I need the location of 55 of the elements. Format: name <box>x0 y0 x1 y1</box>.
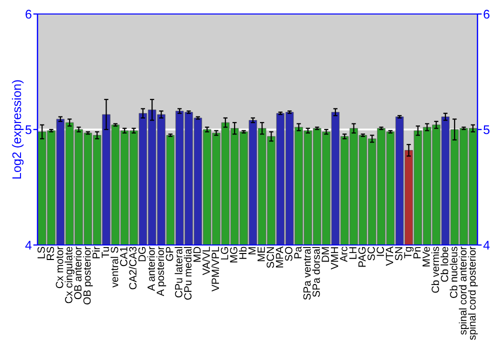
x-tick-label: CA2/CA3 <box>128 246 137 290</box>
x-tick-label: VMH <box>330 247 338 270</box>
x-tick-label: Hb <box>238 246 247 259</box>
x-tick-label: VA/VL <box>202 246 210 276</box>
x-tick-label: SO <box>285 246 292 261</box>
x-tick-label: Tg <box>404 247 414 258</box>
y2-tick-label: 4 <box>483 240 490 250</box>
x-tick-label: OB posterior <box>83 246 93 304</box>
y2-tick-label: 6 <box>484 10 490 19</box>
y-tick-label: 5 <box>25 125 32 134</box>
x-tick-label: VPM/VPL <box>211 246 220 292</box>
x-tick-label: A posterior <box>156 246 166 296</box>
x-tick-label: SPa ventral <box>303 247 311 300</box>
x-tick-label: DM <box>322 247 329 262</box>
x-tick-label: A anterior <box>147 246 155 291</box>
x-tick-label: MVe <box>422 246 430 266</box>
x-tick-label: Cb vermis <box>431 246 440 293</box>
x-tick-label: IC <box>376 246 384 256</box>
x-tick-label: spinal cord anterior <box>458 246 469 335</box>
x-tick-label: CPu lateral <box>174 247 182 298</box>
x-tick-label: VTA <box>386 246 394 266</box>
x-tick-label: OB anterior <box>74 246 82 300</box>
x-tick-label: GP <box>166 246 174 261</box>
x-tick-label: SPa dorsal <box>312 247 320 297</box>
x-tick-label: ME <box>258 246 265 262</box>
y2-tick-label: 5 <box>484 125 490 134</box>
x-tick-label: LG <box>220 247 228 260</box>
x-tick-label: SN <box>395 247 402 260</box>
x-tick-label: RS <box>46 246 54 260</box>
y-tick-label: 6 <box>26 10 32 19</box>
x-tick-label: MD <box>193 246 201 262</box>
x-tick-label: M <box>248 247 256 254</box>
x-tick-label: PAG <box>358 247 366 267</box>
x-tick-label: Cx motor <box>56 246 64 288</box>
x-tick-label: MG <box>230 247 238 262</box>
x-tick-label: LS <box>38 246 45 258</box>
x-tick-label: Arc <box>340 246 348 262</box>
x-tick-label: Cb nucleus <box>450 246 458 298</box>
x-tick-label: ventral S <box>110 246 118 288</box>
x-tick-label: Pn <box>413 247 421 258</box>
x-tick-label: Pir <box>92 246 100 258</box>
x-tick-label: Tu <box>102 247 110 258</box>
y-tick-label: 4 <box>25 240 32 250</box>
x-tick-label: LH <box>349 247 356 259</box>
x-tick-label: SC <box>368 246 375 260</box>
y-axis-title: Log2 (expression) <box>12 80 24 178</box>
x-tick-label: MPA <box>276 246 284 268</box>
x-tick-label: DG <box>138 247 146 262</box>
x-tick-label: Pa <box>294 246 302 258</box>
x-tick-label: CPu medial <box>184 247 192 300</box>
x-tick-label: Cb lobe <box>440 246 448 282</box>
x-tick-label: CA1 <box>120 246 128 266</box>
x-tick-label: spinal cord posterior <box>468 246 478 340</box>
x-tick-label: Cx cingulate <box>64 246 74 304</box>
x-tick-label: SCN <box>266 247 274 268</box>
